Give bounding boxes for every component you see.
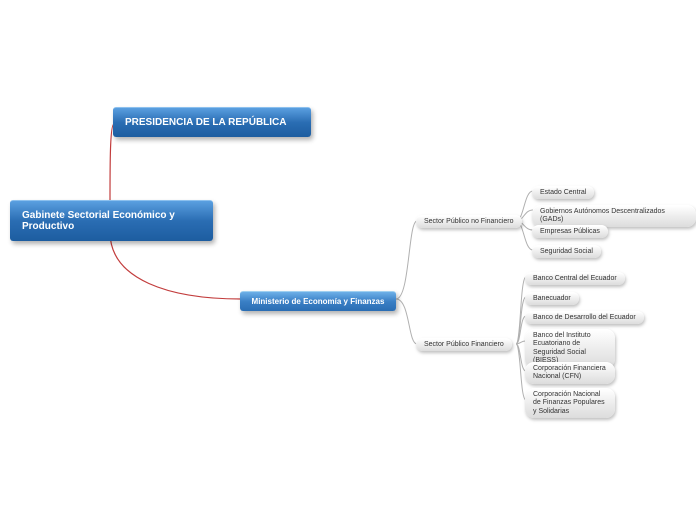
node-biess-label: Banco del Instituto Ecuatoriano de Segur… (533, 332, 607, 366)
node-cnfps[interactable]: Corporación Nacional de Finanzas Popular… (525, 388, 615, 418)
node-bde-label: Banco de Desarrollo del Ecuador (533, 314, 636, 322)
node-empresas-publicas[interactable]: Empresas Públicas (532, 225, 608, 238)
node-ministerio-label: Ministerio de Economía y Finanzas (250, 297, 386, 306)
node-gabinete-label: Gabinete Sectorial Económico y Productiv… (22, 210, 201, 232)
node-ministerio[interactable]: Ministerio de Economía y Finanzas (240, 291, 396, 311)
connectors-layer (0, 0, 696, 520)
node-sector-financiero-label: Sector Público Financiero (424, 341, 504, 349)
node-banecuador[interactable]: Banecuador (525, 292, 579, 305)
node-empresas-publicas-label: Empresas Públicas (540, 228, 600, 236)
node-estado-central[interactable]: Estado Central (532, 186, 594, 199)
node-cfn[interactable]: Corporación Financiera Nacional (CFN) (525, 362, 615, 384)
node-estado-central-label: Estado Central (540, 189, 586, 197)
node-cfn-label: Corporación Financiera Nacional (CFN) (533, 365, 607, 382)
node-bce[interactable]: Banco Central del Ecuador (525, 272, 625, 285)
node-cnfps-label: Corporación Nacional de Finanzas Popular… (533, 391, 607, 416)
node-gads[interactable]: Gobiernos Autónomos Descentralizados (GA… (532, 205, 696, 227)
node-sector-no-financiero-label: Sector Público no Financiero (424, 218, 514, 226)
node-presidencia[interactable]: PRESIDENCIA DE LA REPÚBLICA (113, 107, 311, 137)
node-bde[interactable]: Banco de Desarrollo del Ecuador (525, 311, 644, 324)
node-gads-label: Gobiernos Autónomos Descentralizados (GA… (540, 208, 688, 225)
mindmap-canvas: Gabinete Sectorial Económico y Productiv… (0, 0, 696, 520)
node-seguridad-social-label: Seguridad Social (540, 248, 593, 256)
node-bce-label: Banco Central del Ecuador (533, 275, 617, 283)
node-gabinete[interactable]: Gabinete Sectorial Económico y Productiv… (10, 200, 213, 241)
node-presidencia-label: PRESIDENCIA DE LA REPÚBLICA (125, 117, 299, 128)
node-sector-financiero[interactable]: Sector Público Financiero (416, 338, 512, 351)
node-seguridad-social[interactable]: Seguridad Social (532, 245, 601, 258)
node-banecuador-label: Banecuador (533, 295, 571, 303)
node-sector-no-financiero[interactable]: Sector Público no Financiero (416, 215, 522, 228)
